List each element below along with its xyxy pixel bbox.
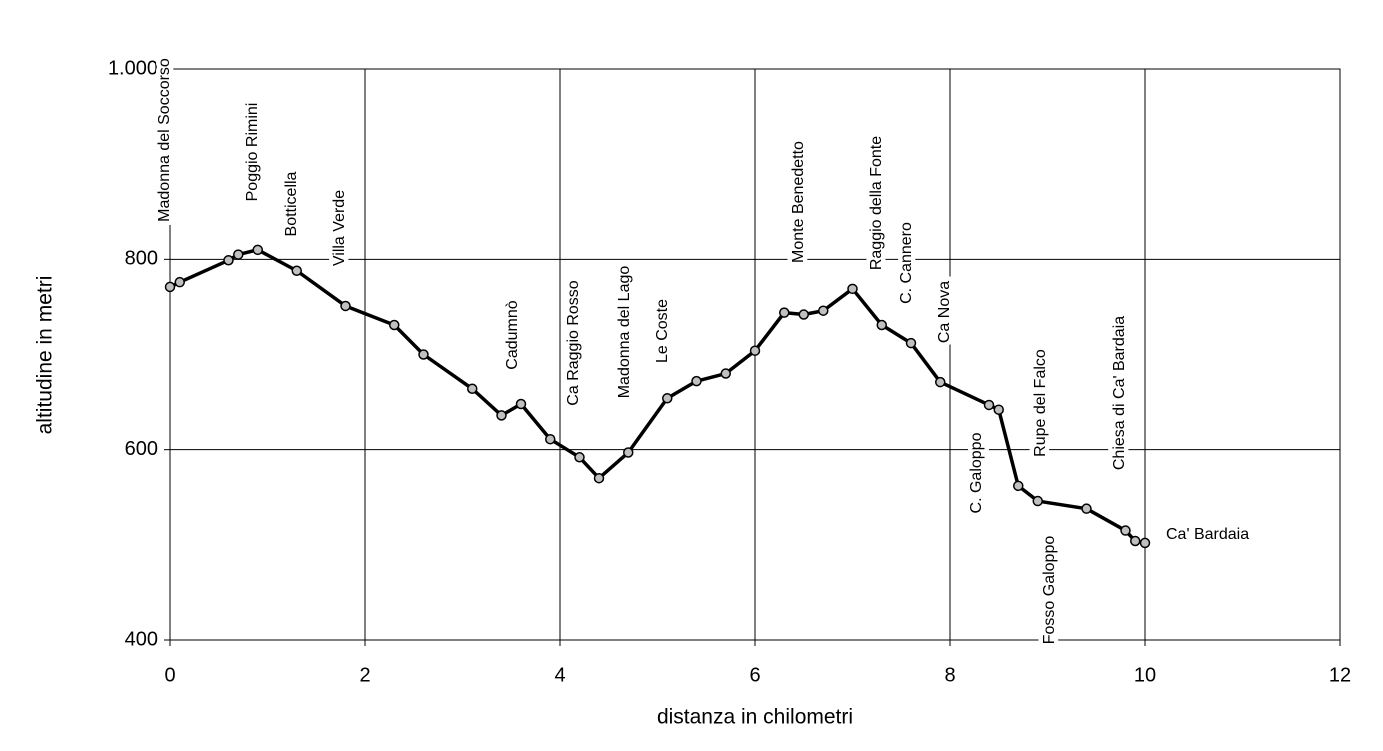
- point: [252, 244, 263, 256]
- point: [496, 410, 507, 421]
- point: [593, 472, 605, 484]
- point: [779, 307, 790, 318]
- point: [174, 276, 185, 288]
- annotation: Le Coste: [654, 299, 671, 363]
- y-tick-label: 1.000: [108, 57, 158, 79]
- point: [720, 368, 731, 379]
- x-tick-label: 8: [944, 664, 955, 686]
- point: [876, 319, 887, 331]
- y-tick-label: 400: [125, 628, 158, 650]
- point: [847, 283, 858, 295]
- point: [418, 349, 429, 360]
- x-tick-label: 12: [1329, 664, 1351, 686]
- annotation: Ca Raggio Rosso: [565, 280, 582, 406]
- point: [1081, 503, 1092, 514]
- point: [662, 393, 673, 404]
- annotation: Cadumnò: [504, 300, 521, 369]
- point: [691, 375, 702, 387]
- point: [291, 265, 302, 277]
- y-tick-label: 800: [125, 248, 158, 270]
- point: [983, 399, 995, 411]
- point: [515, 398, 527, 410]
- plot-frame: [169, 68, 1341, 641]
- point: [623, 447, 634, 458]
- point: [905, 337, 917, 349]
- annotation: Botticella: [283, 171, 300, 236]
- annotation: Ca' Bardaia: [1166, 526, 1249, 543]
- annotation: Poggio Rimini: [244, 103, 261, 202]
- x-tick-label: 2: [359, 664, 370, 686]
- annotation: Madonna del Lago: [616, 266, 633, 399]
- point: [1032, 495, 1043, 507]
- point: [1120, 525, 1131, 536]
- point: [1130, 535, 1141, 547]
- point: [574, 452, 585, 463]
- point: [818, 305, 829, 316]
- point: [935, 376, 946, 388]
- point: [1013, 480, 1024, 492]
- annotation: C. Cannero: [898, 222, 915, 304]
- annotation: Rupe del Falco: [1032, 349, 1049, 457]
- annotation: Ca Nova: [936, 281, 953, 343]
- annotation: Fosso Galoppo: [1041, 536, 1058, 645]
- annotation: C. Galoppo: [968, 432, 985, 513]
- annotation: Raggio della Fonte: [868, 136, 885, 270]
- annotation: Monte Benedetto: [790, 141, 807, 263]
- point: [1139, 537, 1151, 549]
- annotation: Chiesa di Ca' Bardaia: [1111, 316, 1128, 470]
- y-tick-label: 600: [125, 438, 158, 460]
- x-tick-label: 6: [749, 664, 760, 686]
- annotation: Villa Verde: [331, 190, 348, 266]
- point: [798, 309, 809, 320]
- x-tick-label: 4: [554, 664, 565, 686]
- point: [749, 345, 761, 356]
- annotation: Madonna del Soccorso: [156, 58, 173, 222]
- x-tick-label: 10: [1134, 664, 1156, 686]
- point: [340, 300, 351, 312]
- x-axis-title: distanza in chilometri: [657, 706, 853, 729]
- point: [233, 249, 244, 260]
- point: [164, 281, 176, 293]
- point: [467, 383, 478, 395]
- x-tick-label: 0: [164, 664, 175, 686]
- point: [993, 404, 1004, 415]
- point: [389, 319, 400, 331]
- point: [545, 433, 556, 445]
- y-axis-title: altitudine in metri: [34, 276, 57, 435]
- point: [223, 255, 234, 266]
